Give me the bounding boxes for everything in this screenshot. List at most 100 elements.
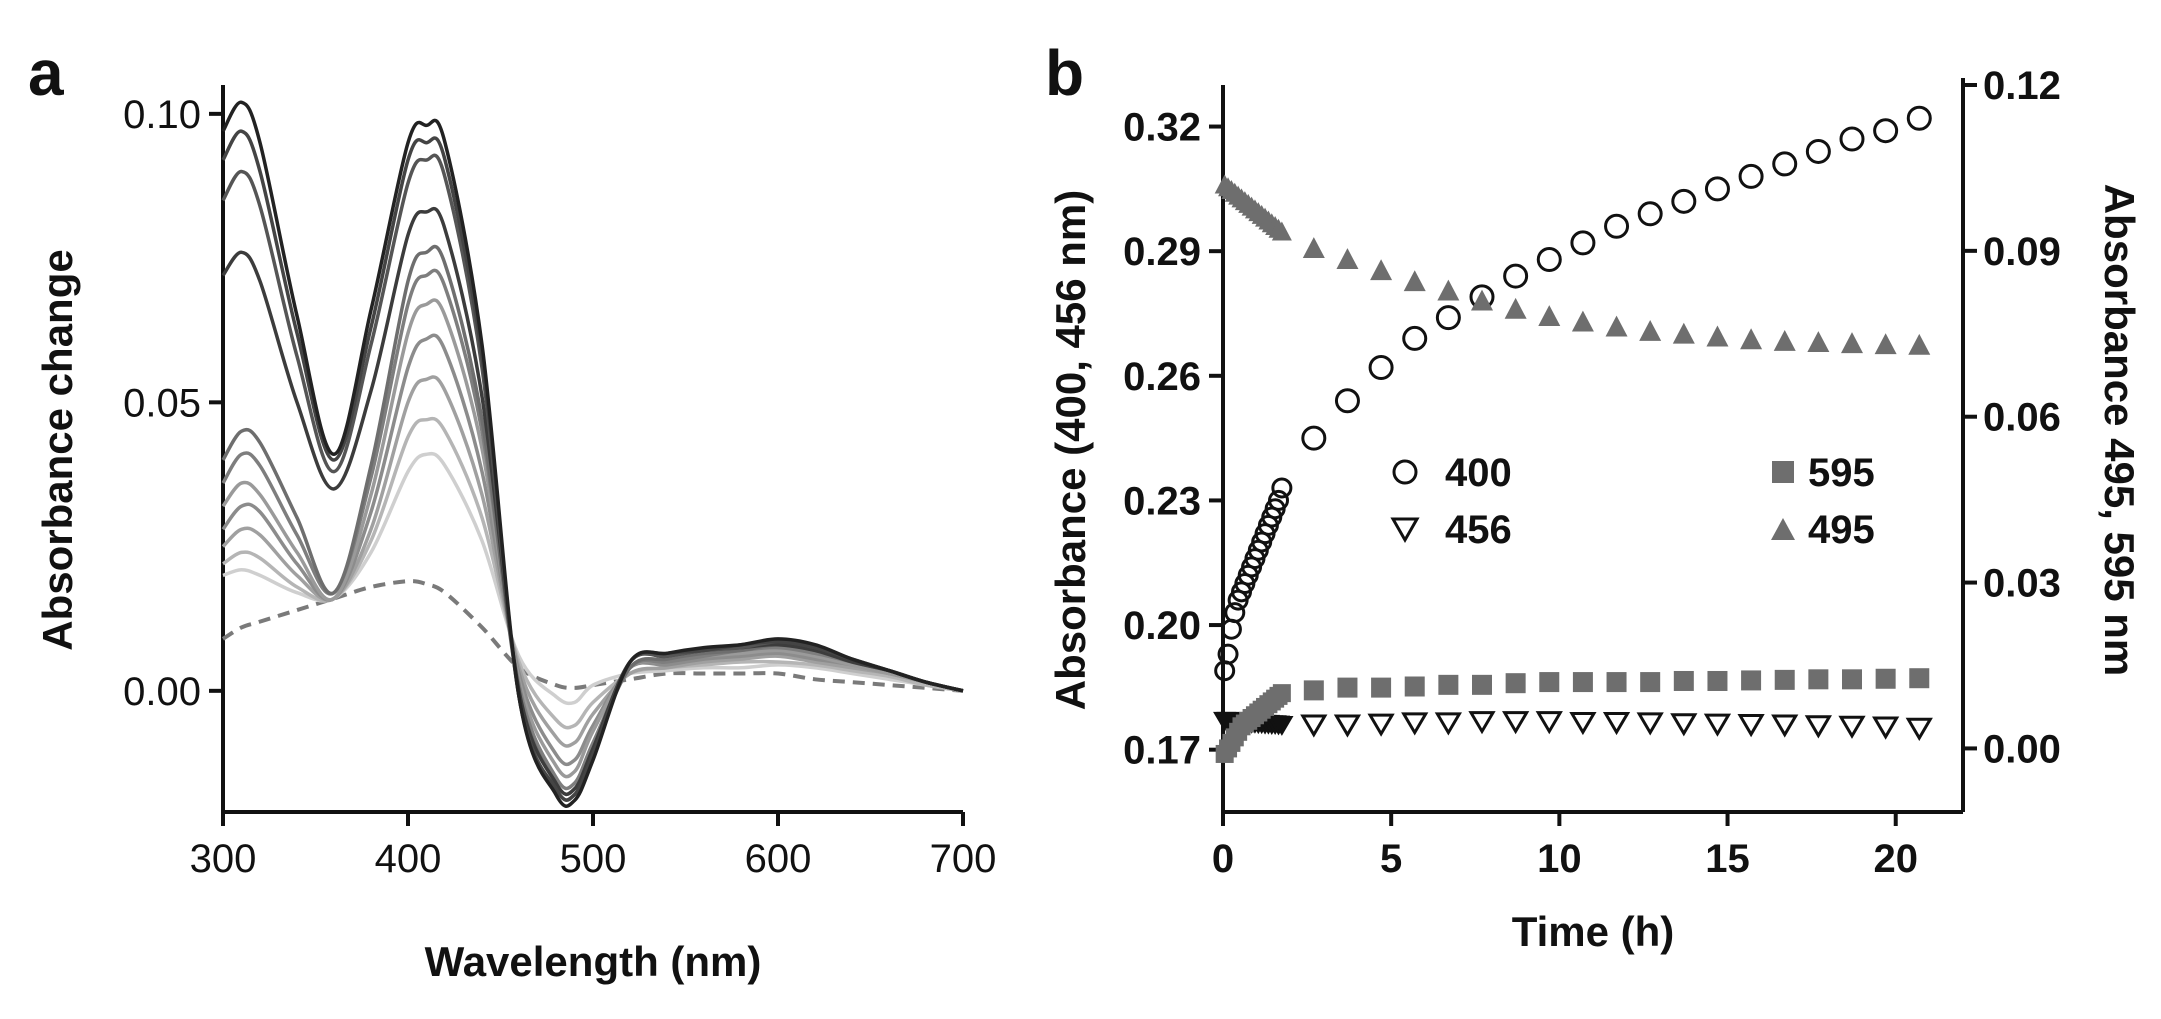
panel-b-y-tick-label: 0.20 bbox=[1123, 604, 1201, 648]
point-495 bbox=[1403, 270, 1426, 292]
panel-a-y-tick-label: 0.10 bbox=[123, 93, 201, 137]
point-595 bbox=[1640, 672, 1661, 693]
point-595 bbox=[1673, 670, 1694, 691]
panel-b-y-tick-label: 0.29 bbox=[1123, 230, 1201, 274]
panel-a-series-dashed bbox=[221, 579, 964, 693]
panel-a-series-s10 bbox=[221, 129, 964, 802]
panel-b-y2-tick-label: 0.03 bbox=[1983, 562, 2061, 606]
point-400 bbox=[1435, 305, 1461, 331]
point-456 bbox=[1569, 711, 1597, 736]
point-456 bbox=[1804, 715, 1832, 739]
legend-label-595: 595 bbox=[1808, 451, 1875, 495]
point-595 bbox=[1371, 677, 1392, 698]
legend-label-495: 495 bbox=[1808, 508, 1875, 552]
point-456 bbox=[1602, 711, 1631, 736]
point-595 bbox=[1606, 672, 1627, 693]
point-595 bbox=[1505, 673, 1526, 694]
point-456 bbox=[1502, 711, 1530, 735]
legend-marker-456 bbox=[1390, 517, 1420, 544]
panel-a-series-s6 bbox=[221, 268, 964, 791]
point-495 bbox=[1504, 297, 1527, 319]
point-400 bbox=[1220, 618, 1242, 640]
point-400 bbox=[1839, 126, 1865, 152]
panel-b-y2-tick-label: 0.00 bbox=[1983, 727, 2061, 771]
panel-b-x-tick-label: 0 bbox=[1212, 837, 1234, 881]
panel-b-y2-tick-label: 0.06 bbox=[1983, 396, 2061, 440]
panel-b-y-tick-label: 0.17 bbox=[1123, 729, 1201, 773]
point-400 bbox=[1671, 188, 1697, 214]
point-400 bbox=[1570, 230, 1596, 256]
panel-b-y-axis-label: Absorbance (400, 456 nm) bbox=[1047, 190, 1094, 711]
point-400 bbox=[1873, 118, 1899, 144]
point-495 bbox=[1271, 221, 1292, 241]
point-456 bbox=[1367, 713, 1395, 737]
point-456 bbox=[1905, 717, 1933, 741]
point-400 bbox=[1536, 246, 1562, 272]
point-456 bbox=[1670, 713, 1698, 737]
point-495 bbox=[1336, 248, 1359, 270]
point-456 bbox=[1737, 714, 1765, 738]
point-456 bbox=[1872, 716, 1900, 740]
point-595 bbox=[1337, 677, 1358, 698]
point-495 bbox=[1471, 289, 1493, 311]
point-456 bbox=[1838, 715, 1866, 739]
point-456 bbox=[1270, 716, 1294, 736]
panel-a-series-s8 bbox=[221, 206, 964, 797]
point-495 bbox=[1807, 331, 1830, 352]
point-495 bbox=[1841, 332, 1863, 354]
panel-b-y2-axis-label: Absorbance 495, 595 nm bbox=[2096, 184, 2143, 677]
panel-b-label: b bbox=[1045, 37, 1084, 109]
point-456 bbox=[1401, 712, 1429, 736]
panel-b-ticks: 0 5 10 15 20 0.17 0.20 0.23 0.26 0.29 0.32 0.00 0.03… bbox=[1123, 64, 2061, 881]
panel-a-series-s2 bbox=[222, 416, 964, 730]
panel-a-y-axis-label: Absorbance change bbox=[34, 249, 81, 650]
point-456 bbox=[1300, 714, 1328, 738]
panel-b-y2-tick-label: 0.09 bbox=[1983, 230, 2061, 274]
legend-marker-495 bbox=[1771, 518, 1795, 540]
legend-label-400: 400 bbox=[1445, 451, 1512, 495]
point-595 bbox=[1707, 670, 1728, 691]
point-495 bbox=[1437, 279, 1460, 301]
point-400 bbox=[1604, 213, 1630, 239]
panel-b-x-axis-label: Time (h) bbox=[1512, 908, 1675, 955]
point-595 bbox=[1539, 672, 1560, 693]
panel-a-x-axis-label: Wavelength (nm) bbox=[425, 938, 762, 985]
point-456 bbox=[1468, 711, 1496, 735]
point-595 bbox=[1472, 674, 1492, 695]
panel-a-series bbox=[221, 100, 964, 808]
point-400 bbox=[1268, 489, 1289, 511]
point-495 bbox=[1571, 310, 1594, 332]
point-456 bbox=[1703, 713, 1732, 737]
point-595 bbox=[1875, 668, 1896, 689]
point-456 bbox=[1535, 711, 1563, 735]
point-400 bbox=[1805, 138, 1831, 164]
panel-b-y2-tick-label: 0.12 bbox=[1983, 64, 2061, 108]
point-595 bbox=[1808, 669, 1829, 690]
panel-a-ticks: 300 400 500 600 700 0.00 0.05 0.10 bbox=[123, 93, 996, 881]
point-400 bbox=[1334, 388, 1360, 414]
point-595 bbox=[1741, 670, 1762, 691]
point-400 bbox=[1217, 643, 1239, 665]
point-400 bbox=[1402, 325, 1428, 351]
point-595 bbox=[1909, 668, 1930, 689]
panel-b-x-tick-label: 20 bbox=[1873, 837, 1918, 881]
panel-b-x-tick-label: 15 bbox=[1705, 837, 1750, 881]
point-400 bbox=[1772, 151, 1798, 177]
legend-marker-400 bbox=[1392, 459, 1418, 485]
point-495 bbox=[1874, 333, 1897, 355]
panel-a-x-tick-label: 500 bbox=[560, 837, 627, 881]
panel-b-axes bbox=[1221, 78, 1965, 814]
point-495 bbox=[1740, 328, 1763, 350]
point-456 bbox=[1434, 712, 1462, 736]
panel-b-x-tick-label: 5 bbox=[1380, 837, 1402, 881]
point-400 bbox=[1301, 425, 1327, 451]
point-495 bbox=[1605, 315, 1628, 337]
panel-a-x-tick-label: 400 bbox=[375, 837, 442, 881]
panel-a-series-s11 bbox=[221, 100, 964, 808]
point-400 bbox=[1906, 105, 1932, 131]
point-400 bbox=[1503, 263, 1529, 289]
panel-a-y-tick-label: 0.05 bbox=[123, 381, 201, 425]
panel-b-y-tick-label: 0.23 bbox=[1123, 479, 1201, 523]
point-456 bbox=[1636, 712, 1664, 736]
